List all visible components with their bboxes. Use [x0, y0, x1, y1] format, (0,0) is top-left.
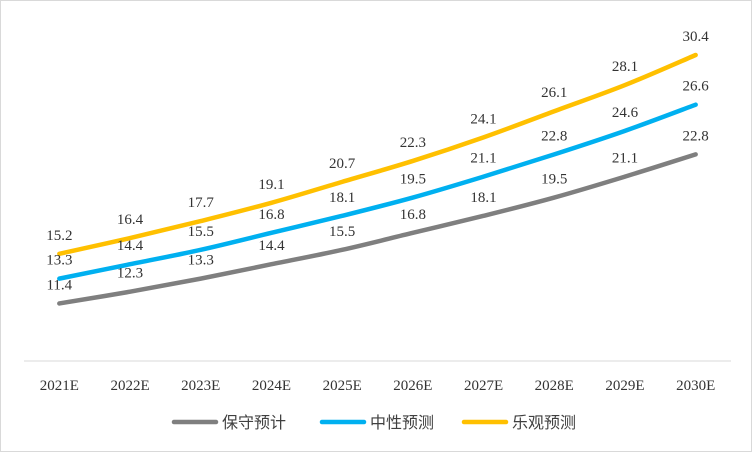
data-label: 24.6: [612, 105, 639, 121]
data-label: 19.5: [400, 172, 426, 188]
data-label: 14.4: [117, 238, 144, 254]
data-label: 16.4: [117, 212, 144, 228]
x-tick-label: 2026E: [393, 378, 432, 394]
series-line-1: [57, 102, 698, 281]
legend-item-0: 保守预计: [171, 413, 286, 432]
data-label: 16.8: [258, 207, 284, 223]
series-line-0: [57, 152, 698, 306]
x-tick-label: 2024E: [252, 378, 291, 394]
data-label: 22.8: [541, 128, 567, 144]
data-label: 13.3: [188, 253, 214, 269]
data-label: 26.1: [541, 85, 567, 101]
data-label: 21.1: [470, 151, 496, 167]
data-label: 26.6: [683, 79, 710, 95]
data-label: 15.5: [329, 224, 355, 240]
x-tick-label: 2023E: [181, 378, 220, 394]
data-label: 19.5: [541, 172, 567, 188]
legend-item-2: 乐观预测: [461, 413, 576, 432]
x-tick-label: 2029E: [605, 378, 644, 394]
data-label: 16.8: [400, 207, 426, 223]
data-label: 12.3: [117, 266, 143, 282]
x-tick-label: 2025E: [323, 378, 362, 394]
data-label: 11.4: [46, 277, 72, 293]
data-label: 18.1: [329, 190, 355, 206]
data-label: 15.2: [46, 228, 72, 244]
legend-label: 保守预计: [222, 413, 286, 432]
data-label: 14.4: [258, 238, 285, 254]
legend-label: 中性预测: [370, 413, 434, 432]
x-tick-label: 2030E: [676, 378, 715, 394]
x-tick-label: 2028E: [535, 378, 574, 394]
data-label: 22.8: [683, 128, 709, 144]
data-label: 28.1: [612, 59, 638, 75]
legend-label: 乐观预测: [512, 413, 576, 432]
legend-item-1: 中性预测: [319, 413, 434, 432]
data-label: 30.4: [683, 29, 710, 45]
data-label: 21.1: [612, 151, 638, 167]
x-tick-label: 2022E: [110, 378, 149, 394]
data-label: 13.3: [46, 253, 72, 269]
data-label: 18.1: [470, 190, 496, 206]
data-label: 22.3: [400, 135, 426, 151]
data-label: 19.1: [258, 177, 284, 193]
data-label: 20.7: [329, 156, 356, 172]
data-label: 15.5: [188, 224, 214, 240]
series-line-2: [57, 52, 698, 257]
data-label: 24.1: [470, 111, 496, 127]
data-label: 17.7: [188, 195, 215, 211]
x-tick-label: 2021E: [40, 378, 79, 394]
x-tick-label: 2027E: [464, 378, 503, 394]
